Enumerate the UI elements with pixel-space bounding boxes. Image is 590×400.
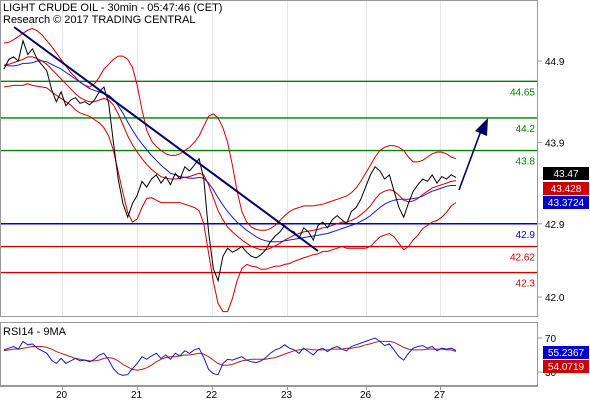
x-tick-label: 20 xyxy=(56,390,68,400)
x-tick-label: 27 xyxy=(434,390,446,400)
support-label: 42.62 xyxy=(510,253,535,264)
bollinger-upper-line xyxy=(3,27,457,231)
bollinger-middle-line xyxy=(3,56,457,251)
resistance-label: 43.8 xyxy=(516,157,536,168)
bollinger-tag-box xyxy=(543,182,589,195)
downtrend-line xyxy=(13,26,319,252)
y-tick-label: 42.9 xyxy=(545,220,565,231)
price-line xyxy=(3,38,457,283)
pivot-label: 42.9 xyxy=(516,230,536,241)
rsi-value-tag-label: 55.2367 xyxy=(548,348,585,359)
moving-average-tag-label: 43.3724 xyxy=(548,198,585,209)
resistance-label: 44.2 xyxy=(516,124,536,135)
chart-title: LIGHT CRUDE OIL - 30min - 05:47:46 (CET) xyxy=(3,2,223,14)
moving-average-line xyxy=(3,60,456,243)
support-label: 42.3 xyxy=(516,279,536,290)
moving-average-tag-box xyxy=(543,196,589,209)
bollinger-tag-label: 43.428 xyxy=(551,184,582,195)
chart-subtitle: Research © 2017 TRADING CENTRAL xyxy=(3,14,196,26)
x-tick-label: 21 xyxy=(131,390,143,400)
rsi-panel-frame xyxy=(0,322,538,386)
y-tick-label: 42.0 xyxy=(545,293,565,304)
forecast-arrow-shaft xyxy=(458,127,483,191)
bollinger-lower-line xyxy=(3,83,457,313)
rsi-y-tick-label: 30 xyxy=(545,368,557,379)
x-tick-label: 22 xyxy=(206,390,218,400)
rsi-ma-line xyxy=(3,340,457,371)
price-panel-frame xyxy=(0,0,538,317)
resistance-label: 44.65 xyxy=(510,87,535,98)
last-price-tag-box xyxy=(543,167,589,180)
rsi-panel-label: RSI14 - 9MA xyxy=(3,326,66,338)
last-price-tag-label: 43.47 xyxy=(553,169,578,180)
x-tick-label: 23 xyxy=(281,390,293,400)
forecast-arrow-head xyxy=(475,118,488,136)
y-tick-label: 43.9 xyxy=(545,138,565,149)
x-tick-label: 26 xyxy=(360,390,372,400)
rsi-ma-value-tag-box xyxy=(543,360,589,373)
rsi-value-tag-box xyxy=(543,346,589,359)
rsi-line xyxy=(3,337,457,376)
y-tick-label: 44.9 xyxy=(545,57,565,68)
rsi-ma-value-tag-label: 54.0719 xyxy=(548,362,585,373)
rsi-y-tick-label: 70 xyxy=(545,334,557,345)
